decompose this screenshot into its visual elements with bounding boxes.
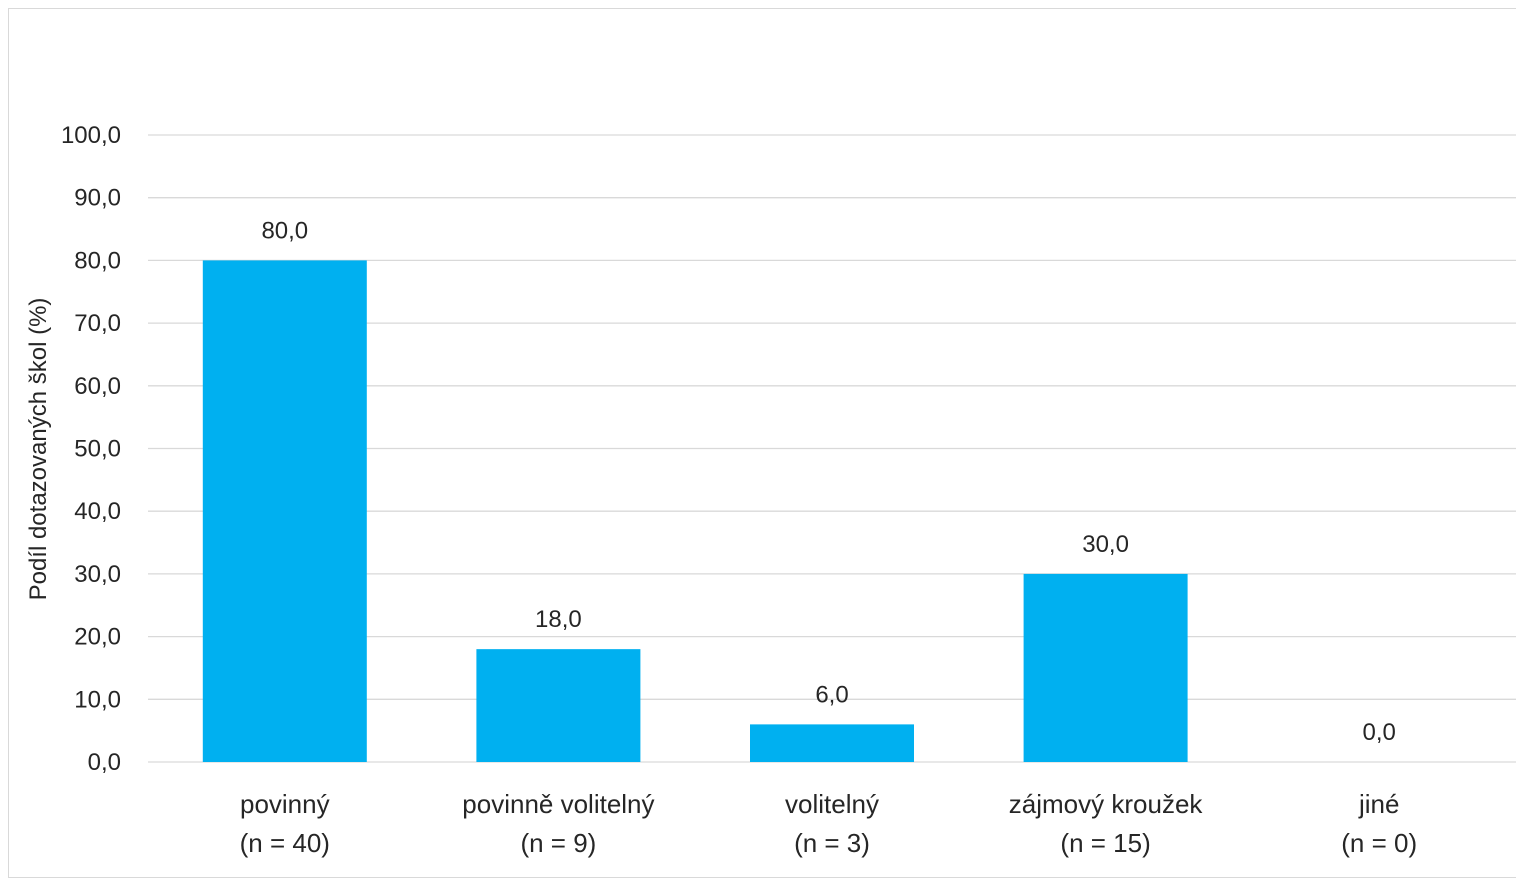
y-axis-title: Podíl dotazovaných škol (%) <box>25 298 52 601</box>
x-category-label: (n = 40) <box>240 828 330 858</box>
x-category-label: (n = 0) <box>1341 828 1417 858</box>
y-tick-label: 20,0 <box>74 624 121 651</box>
data-label: 30,0 <box>1082 531 1129 558</box>
x-category-label: (n = 15) <box>1060 828 1150 858</box>
y-tick-label: 40,0 <box>74 498 121 525</box>
x-category-label: zájmový kroužek <box>1009 789 1204 819</box>
y-tick-label: 0,0 <box>88 749 121 776</box>
x-category-label: volitelný <box>785 789 879 819</box>
data-labels: 80,0 18,0 6,0 30,0 0,0 <box>261 217 1395 746</box>
x-category-label: (n = 9) <box>520 828 596 858</box>
x-category-label: povinně volitelný <box>462 789 654 819</box>
bar <box>476 649 641 762</box>
bars <box>202 260 1188 762</box>
y-tick-label: 80,0 <box>74 247 121 274</box>
bar <box>1023 573 1188 762</box>
y-tick-label: 90,0 <box>74 185 121 212</box>
data-label: 0,0 <box>1363 719 1396 746</box>
bar <box>202 260 367 762</box>
x-category-label: (n = 3) <box>794 828 870 858</box>
data-label: 18,0 <box>535 606 582 633</box>
data-label: 6,0 <box>815 681 848 708</box>
y-tick-label: 60,0 <box>74 373 121 400</box>
x-axis-categories: povinný (n = 40) povinně volitelný (n = 9) v… <box>240 789 1418 858</box>
y-tick-label: 30,0 <box>74 561 121 588</box>
y-axis-ticks: 0,0 10,0 20,0 30,0 40,0 50,0 60,0 70,0 80,0 90,0 1… <box>61 122 121 776</box>
data-label: 80,0 <box>261 217 308 244</box>
x-category-label: povinný <box>240 789 330 819</box>
x-category-label: jiné <box>1358 789 1399 819</box>
y-tick-label: 70,0 <box>74 310 121 337</box>
bar <box>750 724 914 762</box>
y-tick-label: 10,0 <box>74 686 121 713</box>
y-tick-label: 50,0 <box>74 436 121 463</box>
y-tick-label: 100,0 <box>61 122 121 149</box>
